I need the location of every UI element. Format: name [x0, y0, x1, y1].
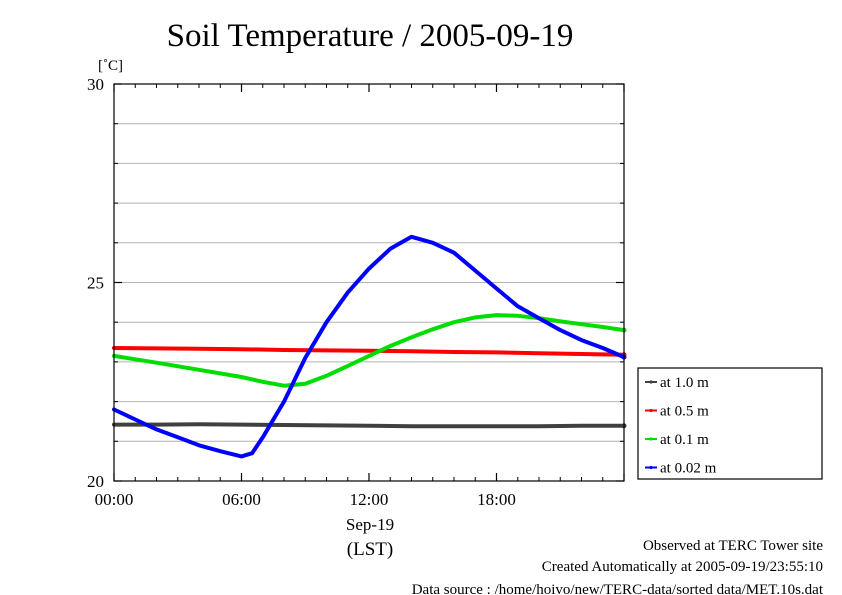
y-tick-label: 20 [87, 472, 104, 491]
date-label: Sep-19 [346, 515, 394, 534]
series-line [112, 422, 626, 429]
x-tick-label: 06:00 [222, 490, 261, 509]
x-tick-label: 18:00 [477, 490, 516, 509]
x-tick-label: 00:00 [95, 490, 134, 509]
legend-box [637, 367, 823, 480]
legend-label: at 0.1 m [660, 432, 709, 448]
y-tick-label: 30 [87, 75, 104, 94]
axis-layer: 20 25 30 00:00 06:00 12:00 18:00 [87, 75, 625, 509]
legend-marker [649, 380, 653, 384]
chart-title: Soil Temperature / 2005-09-19 [167, 18, 574, 54]
legend-marker [649, 465, 653, 470]
legend: at 1.0 m at 0.5 m at 0.1 m at 0.02 m [637, 367, 823, 480]
footer-source: Data source : /home/hoivo/new/TERC-data/… [412, 582, 824, 595]
legend-marker [649, 408, 653, 413]
series-layer [112, 234, 627, 459]
y-axis-unit: [˚C] [98, 58, 123, 74]
y-tick-label: 25 [87, 274, 104, 293]
legend-label: at 0.5 m [660, 404, 709, 420]
series-line [112, 313, 626, 388]
legend-label: at 1.0 m [660, 375, 709, 391]
series-line [112, 346, 626, 357]
footer-site: Observed at TERC Tower site [643, 538, 823, 554]
legend-marker [649, 437, 653, 441]
legend-label: at 0.02 m [660, 461, 717, 477]
x-tick-label: 12:00 [350, 490, 389, 509]
x-axis-label: (LST) [347, 539, 393, 560]
grid-lines [114, 123, 624, 442]
series-line [112, 234, 626, 459]
footer-created: Created Automatically at 2005-09-19/23:5… [542, 559, 823, 575]
